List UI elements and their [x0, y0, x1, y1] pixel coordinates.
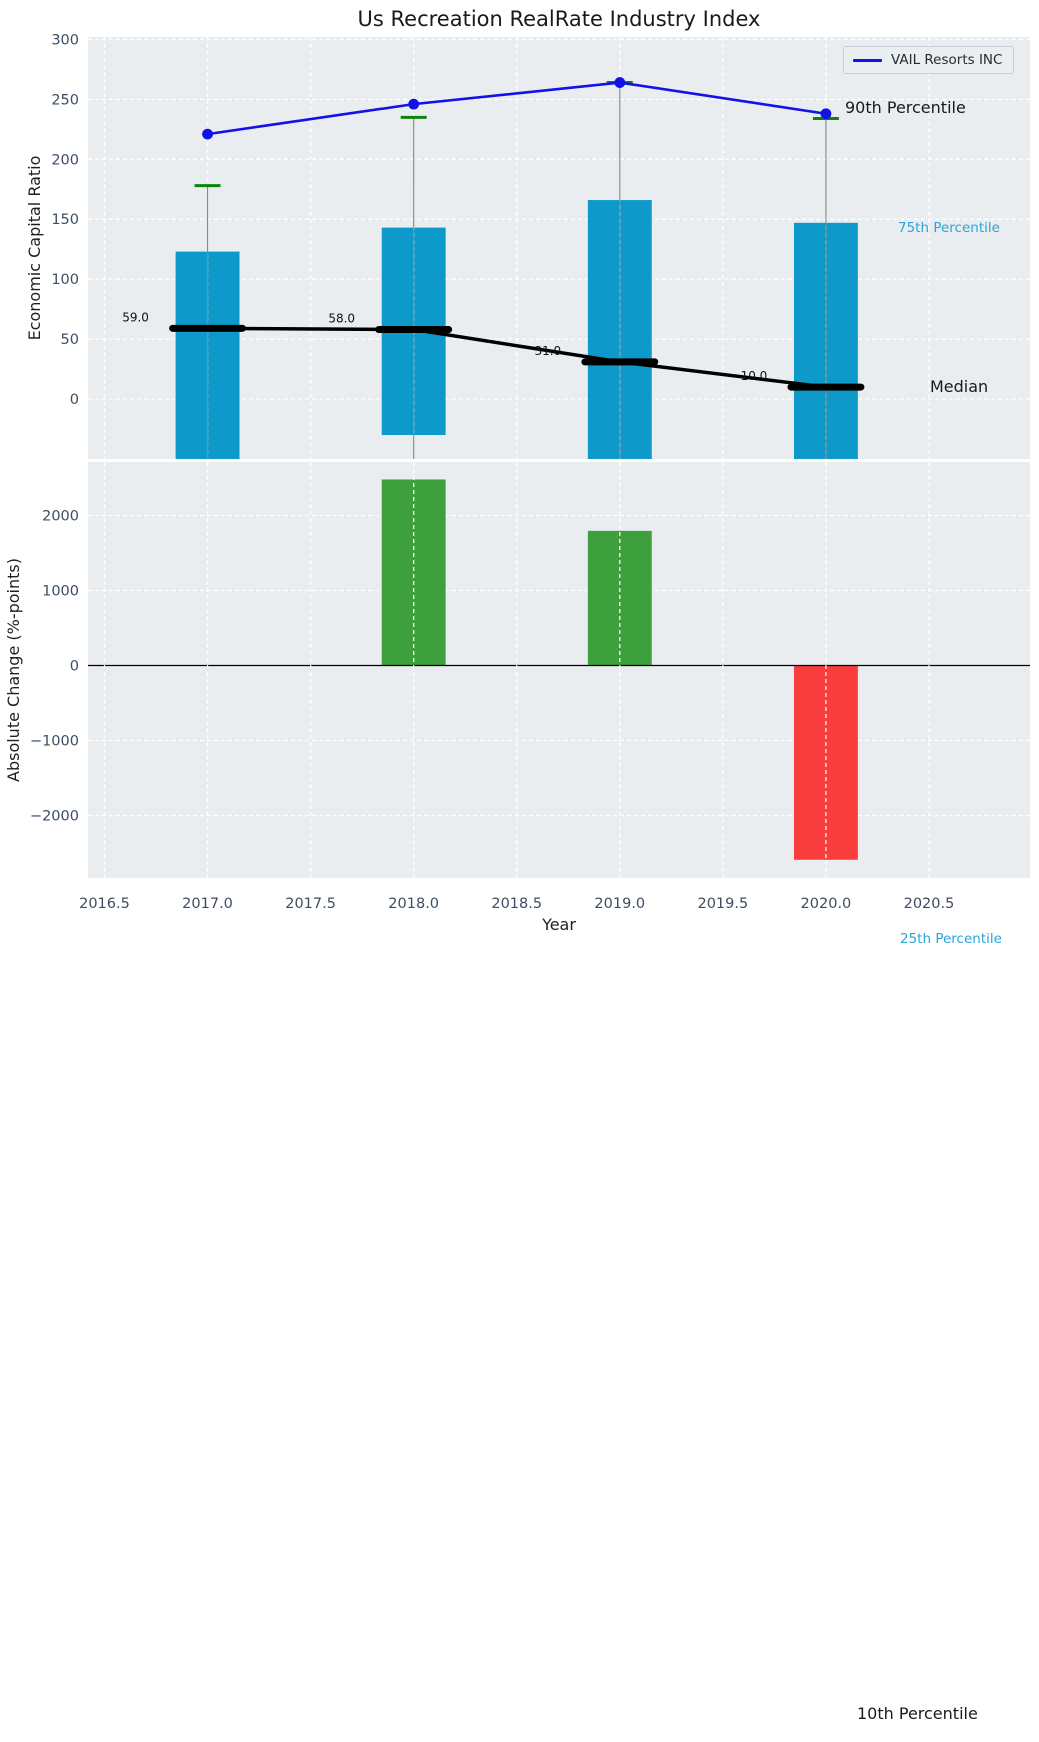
ytick-top: 300: [51, 32, 79, 48]
axis-labels: Economic Capital Ratio Absolute Change (%…: [4, 156, 576, 934]
xtick: 2020.0: [801, 896, 852, 912]
plot-area-top: [88, 37, 1030, 459]
legend: VAIL Resorts INC: [843, 46, 1015, 74]
annotations: 90th Percentile 75th Percentile Median 25th…: [845, 98, 1002, 1723]
ytick-bottom: 1000: [42, 583, 79, 599]
ytick-top: 250: [51, 92, 79, 108]
vail-series-line: [207, 81, 827, 136]
annotation-75th-percentile: 75th Percentile: [898, 220, 1000, 236]
annotation-90th-percentile: 90th Percentile: [845, 98, 966, 117]
xtick: 2016.5: [79, 896, 130, 912]
ylabel-bottom: Absolute Change (%-points): [4, 558, 23, 782]
xtick: 2019.5: [697, 896, 748, 912]
ytick-top: 0: [70, 392, 79, 408]
vail-marker: [408, 98, 420, 110]
ytick-top: 200: [51, 152, 79, 168]
xlabel: Year: [541, 915, 576, 934]
annotation-10th-percentile: 10th Percentile: [857, 1704, 978, 1723]
vail-line: [202, 77, 832, 140]
xtick: 2019.0: [594, 896, 645, 912]
horizontal-gridlines: [88, 38, 1030, 817]
ytick-top: 100: [51, 272, 79, 288]
median-value-label: 58.0: [328, 312, 355, 326]
chart-title: Us Recreation RealRate Industry Index: [357, 7, 761, 31]
ytick-bottom: −1000: [30, 734, 79, 750]
whiskers: [194, 81, 839, 459]
ytick-top: 50: [61, 332, 79, 348]
xtick: 2017.5: [285, 896, 336, 912]
vail-marker: [614, 77, 626, 88]
change-bar-2018: [381, 479, 446, 666]
median-value-label: 10.0: [741, 369, 768, 383]
axis-ticks: 0 50 100 150 200 250 300 2000 1000 0 −1000 −2000 201…: [30, 32, 954, 912]
annotation-25th-percentile: 25th Percentile: [900, 931, 1002, 947]
median-connector: [207, 326, 827, 389]
ytick-bottom: 0: [70, 658, 79, 674]
legend-label: VAIL Resorts INC: [891, 52, 1003, 68]
xtick: 2018.5: [491, 896, 542, 912]
xtick: 2017.0: [182, 896, 233, 912]
ytick-bottom: 2000: [42, 508, 79, 524]
median-value-label: 31.0: [534, 344, 561, 358]
ytick-top: 150: [51, 212, 79, 228]
vail-marker: [202, 128, 213, 140]
xtick: 2018.0: [388, 896, 439, 912]
legend-line-sample: [853, 58, 882, 62]
ylabel-top: Economic Capital Ratio: [25, 156, 44, 341]
panel-backgrounds: [88, 37, 1030, 878]
annotation-median: Median: [930, 377, 988, 396]
median-value-label: 59.0: [122, 310, 149, 324]
median-line: 59.0 58.0 31.0 10.0: [122, 310, 865, 391]
ytick-bottom: −2000: [30, 809, 79, 825]
plot-area-bottom: [88, 462, 1030, 878]
xtick: 2020.5: [904, 896, 955, 912]
vail-marker: [820, 108, 832, 120]
